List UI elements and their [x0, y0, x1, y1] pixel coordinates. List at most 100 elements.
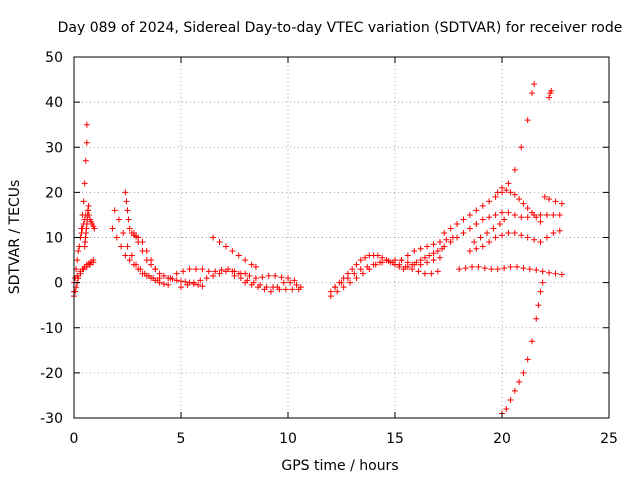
- data-point: [511, 387, 518, 394]
- data-point: [520, 369, 527, 376]
- data-point: [507, 263, 514, 270]
- data-point: [340, 284, 347, 291]
- y-tick-label: 40: [45, 95, 63, 111]
- data-point: [357, 257, 364, 264]
- data-point: [415, 268, 422, 275]
- data-point: [125, 216, 132, 223]
- data-point: [421, 270, 428, 277]
- data-point: [484, 229, 491, 236]
- data-point: [272, 272, 279, 279]
- data-point: [216, 270, 223, 277]
- data-point: [265, 272, 272, 279]
- data-point: [398, 257, 405, 264]
- data-point: [173, 277, 180, 284]
- data-point: [541, 193, 548, 200]
- data-point: [255, 284, 262, 291]
- data-point: [409, 266, 416, 273]
- data-point: [143, 272, 150, 279]
- data-point: [537, 211, 544, 218]
- data-point: [434, 268, 441, 275]
- data-point: [280, 279, 287, 286]
- data-point: [120, 229, 127, 236]
- data-point: [353, 275, 360, 282]
- data-point: [197, 277, 204, 284]
- data-point: [199, 266, 206, 273]
- data-point: [267, 288, 274, 295]
- data-point: [501, 216, 508, 223]
- y-tick-label: 0: [54, 276, 63, 292]
- data-point: [186, 266, 193, 273]
- data-point: [293, 281, 300, 288]
- data-point: [447, 225, 454, 232]
- data-point: [248, 281, 255, 288]
- data-point: [139, 248, 146, 255]
- data-point: [443, 236, 450, 243]
- data-point: [475, 263, 482, 270]
- data-point: [503, 405, 510, 412]
- data-point: [91, 225, 98, 232]
- data-point: [505, 209, 512, 216]
- data-point: [421, 254, 428, 261]
- data-point: [543, 234, 550, 241]
- data-point: [486, 198, 493, 205]
- data-point: [357, 266, 364, 273]
- data-point: [488, 266, 495, 273]
- data-point: [426, 252, 433, 259]
- data-point: [160, 280, 167, 287]
- data-point: [222, 268, 229, 275]
- data-point: [518, 144, 525, 151]
- data-point: [259, 274, 266, 281]
- data-point: [430, 257, 437, 264]
- data-point: [248, 261, 255, 268]
- data-point: [216, 239, 223, 246]
- data-point: [550, 211, 557, 218]
- data-point: [180, 268, 187, 275]
- data-point: [499, 232, 505, 239]
- data-point: [135, 239, 142, 246]
- data-point: [82, 157, 89, 164]
- data-point: [404, 259, 411, 266]
- data-point: [505, 229, 512, 236]
- data-point: [494, 189, 501, 196]
- data-point: [126, 257, 133, 264]
- data-point: [556, 211, 563, 218]
- data-point: [297, 284, 304, 291]
- chart-title: Day 089 of 2024, Sidereal Day-to-day VTE…: [58, 20, 623, 36]
- y-axis-label: SDTVAR / TECUs: [7, 180, 23, 295]
- data-point: [113, 234, 120, 241]
- data-point: [167, 275, 174, 282]
- data-point: [486, 239, 493, 246]
- data-point: [543, 211, 550, 218]
- data-point: [535, 302, 542, 309]
- data-point: [242, 270, 249, 277]
- data-point: [550, 229, 557, 236]
- data-point: [229, 268, 236, 275]
- data-point: [370, 261, 377, 268]
- data-point: [466, 225, 473, 232]
- data-point: [72, 288, 79, 295]
- data-point: [130, 261, 137, 268]
- data-point: [524, 117, 531, 124]
- data-point: [118, 243, 125, 250]
- data-point: [411, 248, 418, 255]
- data-point: [383, 257, 390, 264]
- data-point: [347, 279, 354, 286]
- data-point: [531, 81, 538, 88]
- data-point: [85, 202, 92, 209]
- data-point: [80, 198, 87, 205]
- data-point: [479, 216, 486, 223]
- data-point: [546, 269, 553, 276]
- data-point: [513, 263, 520, 270]
- data-point: [520, 265, 527, 272]
- data-point: [374, 252, 381, 259]
- data-point: [192, 266, 199, 273]
- data-point: [552, 270, 559, 277]
- data-point: [285, 275, 291, 282]
- data-point: [466, 211, 473, 218]
- data-point: [351, 270, 358, 277]
- data-point: [424, 259, 431, 266]
- data-point: [242, 279, 249, 286]
- data-point: [353, 261, 360, 268]
- data-point: [503, 187, 510, 194]
- data-point: [210, 272, 217, 279]
